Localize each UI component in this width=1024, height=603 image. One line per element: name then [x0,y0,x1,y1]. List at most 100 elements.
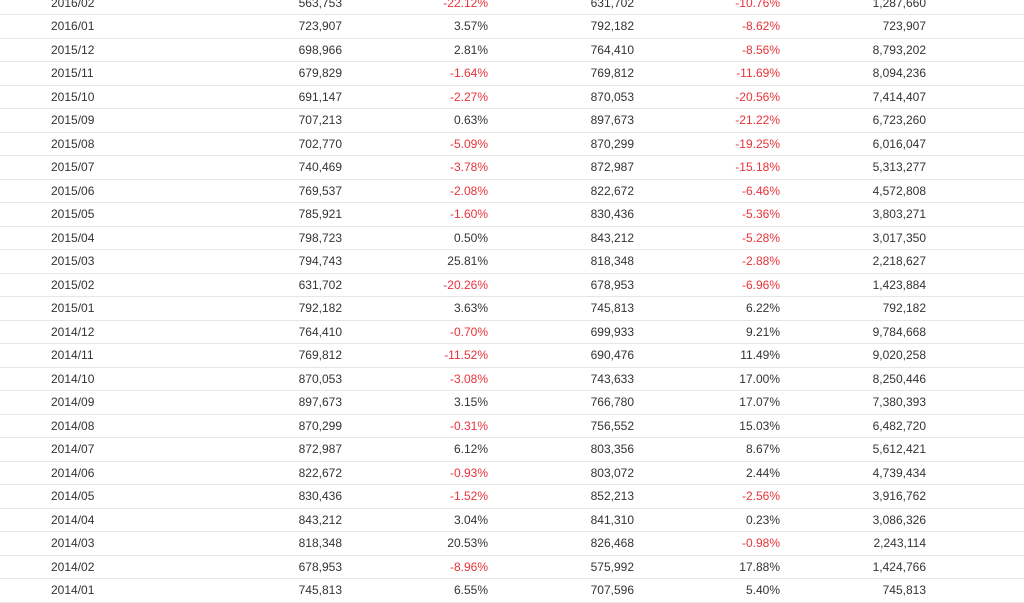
month-cell: 2015/10 [0,85,198,109]
value-3-cell: 9,784,668 [780,320,926,344]
percent-1-cell: 3.04% [342,508,488,532]
value-3-cell: 1,287,660 [780,0,926,15]
percent-3-cell: -9.57% [926,0,1024,15]
value-1-cell: 740,469 [198,155,342,180]
value-1-cell: 678,953 [198,555,342,579]
value-1-cell: 764,410 [198,320,342,344]
value-2-cell: 826,468 [488,531,634,556]
month-cell: 2015/07 [0,155,198,180]
percent-3-cell: 6.22% [926,296,1024,321]
percent-3-cell: 5.13% [926,414,1024,438]
value-2-cell: 745,813 [488,296,634,321]
percent-1-cell: -0.93% [342,461,488,485]
percent-3-cell: -2.23% [926,226,1024,250]
value-2-cell: 764,410 [488,38,634,62]
month-cell: 2014/10 [0,367,198,391]
percent-2-cell: -21.22% [634,108,780,133]
value-2-cell: 803,072 [488,461,634,485]
table-row: 2014/08 870,299 -0.31% 756,552 15.03% 6,482,7… [0,414,1024,438]
percent-1-cell: -8.96% [342,555,488,579]
value-1-cell: 698,966 [198,38,342,62]
table-row: 2015/12 698,966 2.81% 764,410 -8.56% 8,793,20… [0,38,1024,62]
value-3-cell: 6,016,047 [780,132,926,156]
value-3-cell: 1,424,766 [780,555,926,579]
value-1-cell: 702,770 [198,132,342,156]
value-1-cell: 679,829 [198,61,342,86]
percent-2-cell: 11.49% [634,343,780,368]
table-row: 2015/02 631,702 -20.26% 678,953 -6.96% 1,423,… [0,273,1024,297]
value-1-cell: 631,702 [198,273,342,297]
value-3-cell: 8,094,236 [780,61,926,86]
percent-2-cell: -2.56% [634,484,780,509]
value-2-cell: 818,348 [488,249,634,274]
month-cell: 2014/07 [0,437,198,462]
month-cell: 2014/11 [0,343,198,368]
percent-2-cell: -5.28% [634,226,780,250]
percent-1-cell: -5.09% [342,132,488,156]
month-cell: 2014/09 [0,390,198,415]
value-2-cell: 843,212 [488,226,634,250]
percent-2-cell: -6.46% [634,179,780,203]
percent-2-cell: -0.98% [634,531,780,556]
percent-3-cell: -8.90% [926,108,1024,133]
table-row: 2015/11 679,829 -1.64% 769,812 -11.69% 8,094,… [0,61,1024,86]
table-row: 2015/10 691,147 -2.27% 870,053 -20.56% 7,414,… [0,85,1024,109]
table-row: 2014/02 678,953 -8.96% 575,992 17.88% 1,424,7… [0,555,1024,579]
value-1-cell: 794,743 [198,249,342,274]
value-3-cell: 1,423,884 [780,273,926,297]
value-3-cell: 3,017,350 [780,226,926,250]
value-1-cell: 822,672 [198,461,342,485]
table-row: 2014/07 872,987 6.12% 803,356 8.67% 5,612,421… [0,437,1024,462]
percent-3-cell: 6.31% [926,531,1024,556]
percent-2-cell: -8.62% [634,14,780,39]
value-3-cell: 5,612,421 [780,437,926,462]
percent-2-cell: 8.67% [634,437,780,462]
table-row: 2014/06 822,672 -0.93% 803,072 2.44% 4,739,43… [0,461,1024,485]
percent-2-cell: -8.56% [634,38,780,62]
percent-1-cell: 2.81% [342,38,488,62]
value-2-cell: 872,987 [488,155,634,180]
month-cell: 2015/11 [0,61,198,86]
percent-1-cell: -2.08% [342,179,488,203]
percent-3-cell: -10.13% [926,38,1024,62]
value-1-cell: 830,436 [198,484,342,509]
percent-3-cell: -3.52% [926,179,1024,203]
month-cell: 2014/08 [0,414,198,438]
value-3-cell: 2,243,114 [780,531,926,556]
percent-3-cell: 2.88% [926,461,1024,485]
month-cell: 2015/12 [0,38,198,62]
table-row: 2015/07 740,469 -3.78% 872,987 -15.18% 5,313,… [0,155,1024,180]
value-1-cell: 723,907 [198,14,342,39]
value-3-cell: 8,793,202 [780,38,926,62]
percent-2-cell: -20.56% [634,85,780,109]
percent-1-cell: -0.31% [342,414,488,438]
percent-1-cell: -1.60% [342,202,488,227]
percent-1-cell: 20.53% [342,531,488,556]
table-row: 2014/03 818,348 20.53% 826,468 -0.98% 2,243,1… [0,531,1024,556]
month-cell: 2015/03 [0,249,198,274]
percent-1-cell: -11.52% [342,343,488,368]
percent-1-cell: -22.12% [342,0,488,15]
value-1-cell: 769,812 [198,343,342,368]
percent-3-cell: 6.45% [926,390,1024,415]
month-cell: 2016/02 [0,0,198,15]
table-row: 2016/02 563,753 -22.12% 631,702 -10.76% 1,287… [0,0,1024,15]
value-1-cell: 785,921 [198,202,342,227]
value-2-cell: 707,596 [488,578,634,603]
percent-1-cell: 3.57% [342,14,488,39]
value-3-cell: 3,086,326 [780,508,926,532]
value-3-cell: 6,723,260 [780,108,926,133]
table-row: 2014/01745,8136.55%707,5965.40%745,8135.… [0,578,1024,603]
percent-3-cell: 5.40% [926,578,1024,603]
table-row: 2015/04 798,723 0.50% 843,212 -5.28% 3,017,35… [0,226,1024,250]
value-3-cell: 8,250,446 [780,367,926,391]
value-3-cell: 723,907 [780,14,926,39]
month-cell: 2015/06 [0,179,198,203]
percent-1-cell: -3.08% [342,367,488,391]
percent-3-cell: 11.00% [926,555,1024,579]
month-cell: 2014/05 [0,484,198,509]
percent-3-cell: -10.13% [926,85,1024,109]
percent-3-cell: 7.80% [926,343,1024,368]
month-cell: 2015/02 [0,273,198,297]
